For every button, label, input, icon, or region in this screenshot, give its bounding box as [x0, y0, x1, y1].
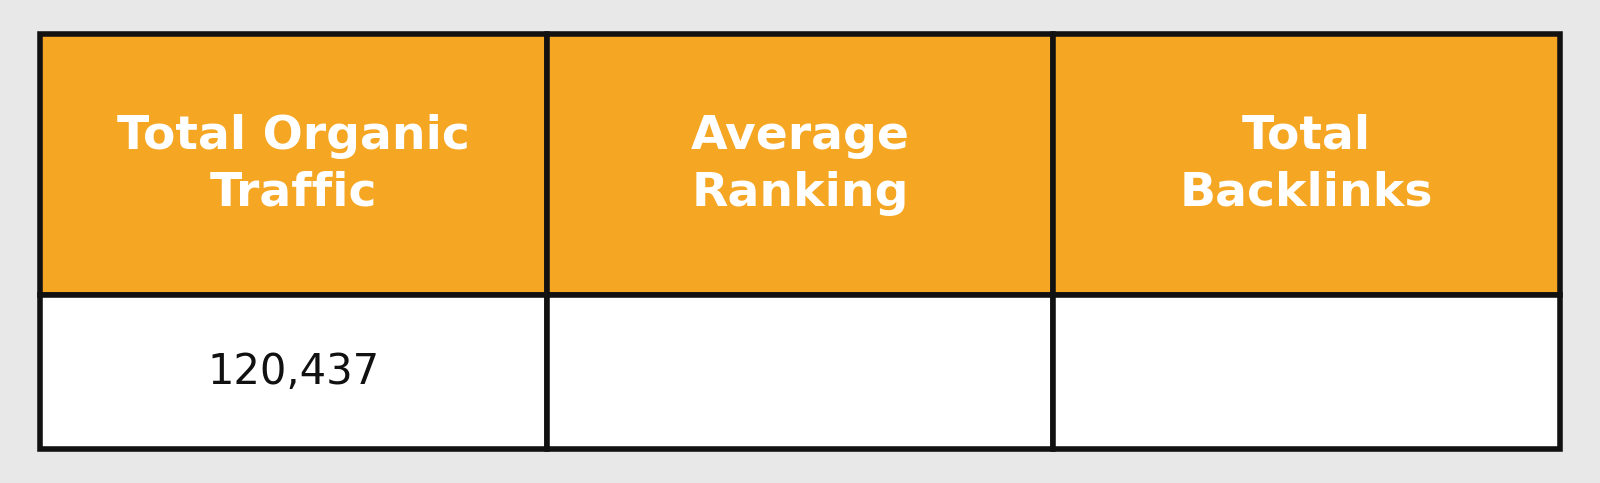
Bar — [40, 34, 547, 296]
Text: Total Organic
Traffic: Total Organic Traffic — [117, 114, 470, 216]
Bar — [1053, 296, 1560, 449]
Bar — [1053, 34, 1560, 296]
Bar — [547, 34, 1053, 296]
Text: Total
Backlinks: Total Backlinks — [1179, 114, 1434, 216]
Bar — [547, 296, 1053, 449]
Text: 120,437: 120,437 — [208, 351, 379, 393]
Text: Average
Ranking: Average Ranking — [691, 114, 909, 216]
Bar — [40, 296, 547, 449]
